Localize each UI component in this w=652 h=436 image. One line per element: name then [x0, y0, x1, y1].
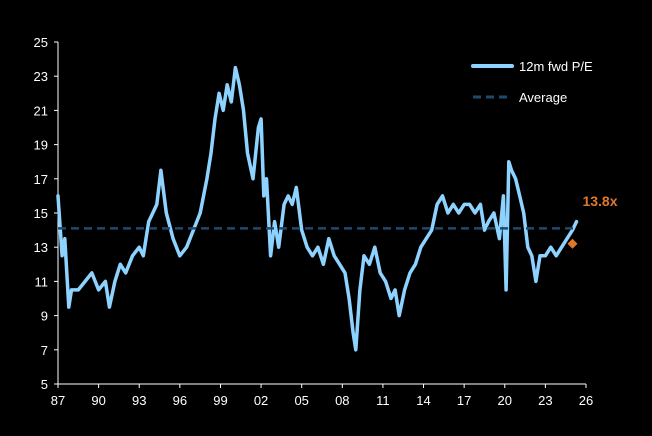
plot-area	[56, 65, 579, 352]
x-tick-label: 23	[538, 393, 552, 408]
y-tick-label: 17	[34, 172, 48, 187]
x-tick-label: 99	[213, 393, 227, 408]
y-tick-label: 11	[35, 274, 49, 289]
x-tick-label: 96	[173, 393, 187, 408]
x-axis-ticks: 87 90 93 96 99 02 05 08 11 14 17 20 23 26	[51, 384, 593, 408]
x-tick-label: 20	[498, 393, 512, 408]
y-tick-label: 23	[34, 69, 48, 84]
y-axis-ticks: 5 7 9 11 13 15 17 19 21 23 25	[34, 35, 58, 392]
x-tick-label: 05	[294, 393, 308, 408]
x-tick-label: 08	[335, 393, 349, 408]
y-tick-label: 21	[34, 103, 48, 118]
latest-value-marker	[567, 238, 578, 249]
x-tick-label: 17	[457, 393, 471, 408]
legend-label-average: Average	[519, 90, 567, 105]
y-tick-label: 19	[34, 138, 48, 153]
x-tick-label: 93	[132, 393, 146, 408]
x-tick-label: 90	[91, 393, 105, 408]
y-tick-label: 9	[41, 309, 48, 324]
x-tick-label: 26	[579, 393, 593, 408]
y-tick-label: 7	[41, 343, 48, 358]
series-line-pe	[56, 65, 579, 352]
annotations: 13.8x	[567, 193, 618, 249]
y-tick-label: 13	[34, 240, 48, 255]
x-tick-label: 02	[254, 393, 268, 408]
x-tick-label: 11	[376, 393, 390, 408]
legend: 12m fwd P/E Average	[471, 59, 593, 105]
y-tick-label: 25	[34, 35, 48, 50]
x-tick-label: 87	[51, 393, 65, 408]
latest-value-label: 13.8x	[582, 193, 617, 209]
y-tick-label: 15	[34, 206, 48, 221]
x-tick-label: 14	[416, 393, 430, 408]
legend-label-pe: 12m fwd P/E	[519, 59, 593, 74]
y-tick-label: 5	[41, 377, 48, 392]
